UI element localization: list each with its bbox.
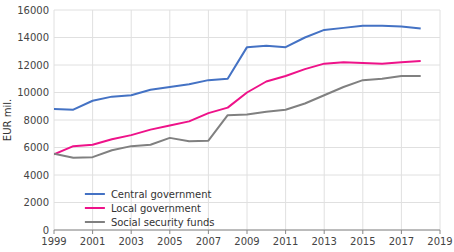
y-axis-label: EUR mil.	[2, 99, 13, 141]
grid	[54, 10, 440, 230]
x-grid-line	[440, 10, 441, 230]
y-tick-label: 2000	[24, 197, 49, 208]
x-tick-label: 2001	[80, 236, 105, 247]
legend-swatch	[85, 221, 105, 223]
x-grid-line	[247, 10, 248, 230]
x-grid-line	[324, 10, 325, 230]
x-tick-label: 2019	[427, 236, 452, 247]
x-tick	[401, 230, 402, 234]
x-tick-label: 2017	[389, 236, 414, 247]
x-tick	[440, 230, 441, 234]
y-tick-label: 12000	[17, 60, 49, 71]
legend-label: Central government	[111, 189, 212, 200]
y-tick-label: 10000	[17, 87, 49, 98]
x-grid-line	[401, 10, 402, 230]
series-line	[54, 26, 421, 110]
x-tick	[169, 230, 170, 234]
legend-swatch	[85, 193, 105, 195]
x-tick	[54, 230, 55, 234]
x-axis-line	[54, 230, 440, 231]
series-line	[54, 76, 421, 158]
x-grid-line	[285, 10, 286, 230]
legend-label: Local government	[111, 203, 201, 214]
x-tick	[208, 230, 209, 234]
legend-label: Social security funds	[111, 217, 215, 228]
x-tick-label: 2007	[196, 236, 221, 247]
y-tick-label: 6000	[24, 142, 49, 153]
x-tick-label: 1999	[41, 236, 66, 247]
legend: Central government Local government Social…	[85, 189, 215, 228]
y-tick-label: 16000	[17, 5, 49, 16]
series-line	[54, 61, 421, 155]
x-tick-label: 2013	[311, 236, 336, 247]
x-grid-line	[362, 10, 363, 230]
x-grid-line	[54, 10, 55, 230]
x-tick-label: 2009	[234, 236, 259, 247]
y-tick-label: 4000	[24, 170, 49, 181]
x-tick-label: 2005	[157, 236, 182, 247]
x-tick	[131, 230, 132, 234]
x-grid-line	[92, 10, 93, 230]
x-tick-label: 2011	[273, 236, 298, 247]
x-tick-label: 2003	[118, 236, 143, 247]
lines	[54, 26, 421, 158]
x-tick	[285, 230, 286, 234]
y-tick-label: 8000	[24, 115, 49, 126]
x-tick	[362, 230, 363, 234]
y-grid-line	[54, 230, 440, 231]
chart: 0 2000 4000 6000 8000 10000 12000 14000 16000 199…	[0, 0, 454, 252]
y-tick-label: 14000	[17, 32, 49, 43]
legend-swatch	[85, 207, 105, 209]
x-tick	[92, 230, 93, 234]
x-tick	[324, 230, 325, 234]
x-tick	[247, 230, 248, 234]
x-tick-label: 2015	[350, 236, 375, 247]
y-tick-label: 0	[43, 225, 49, 236]
